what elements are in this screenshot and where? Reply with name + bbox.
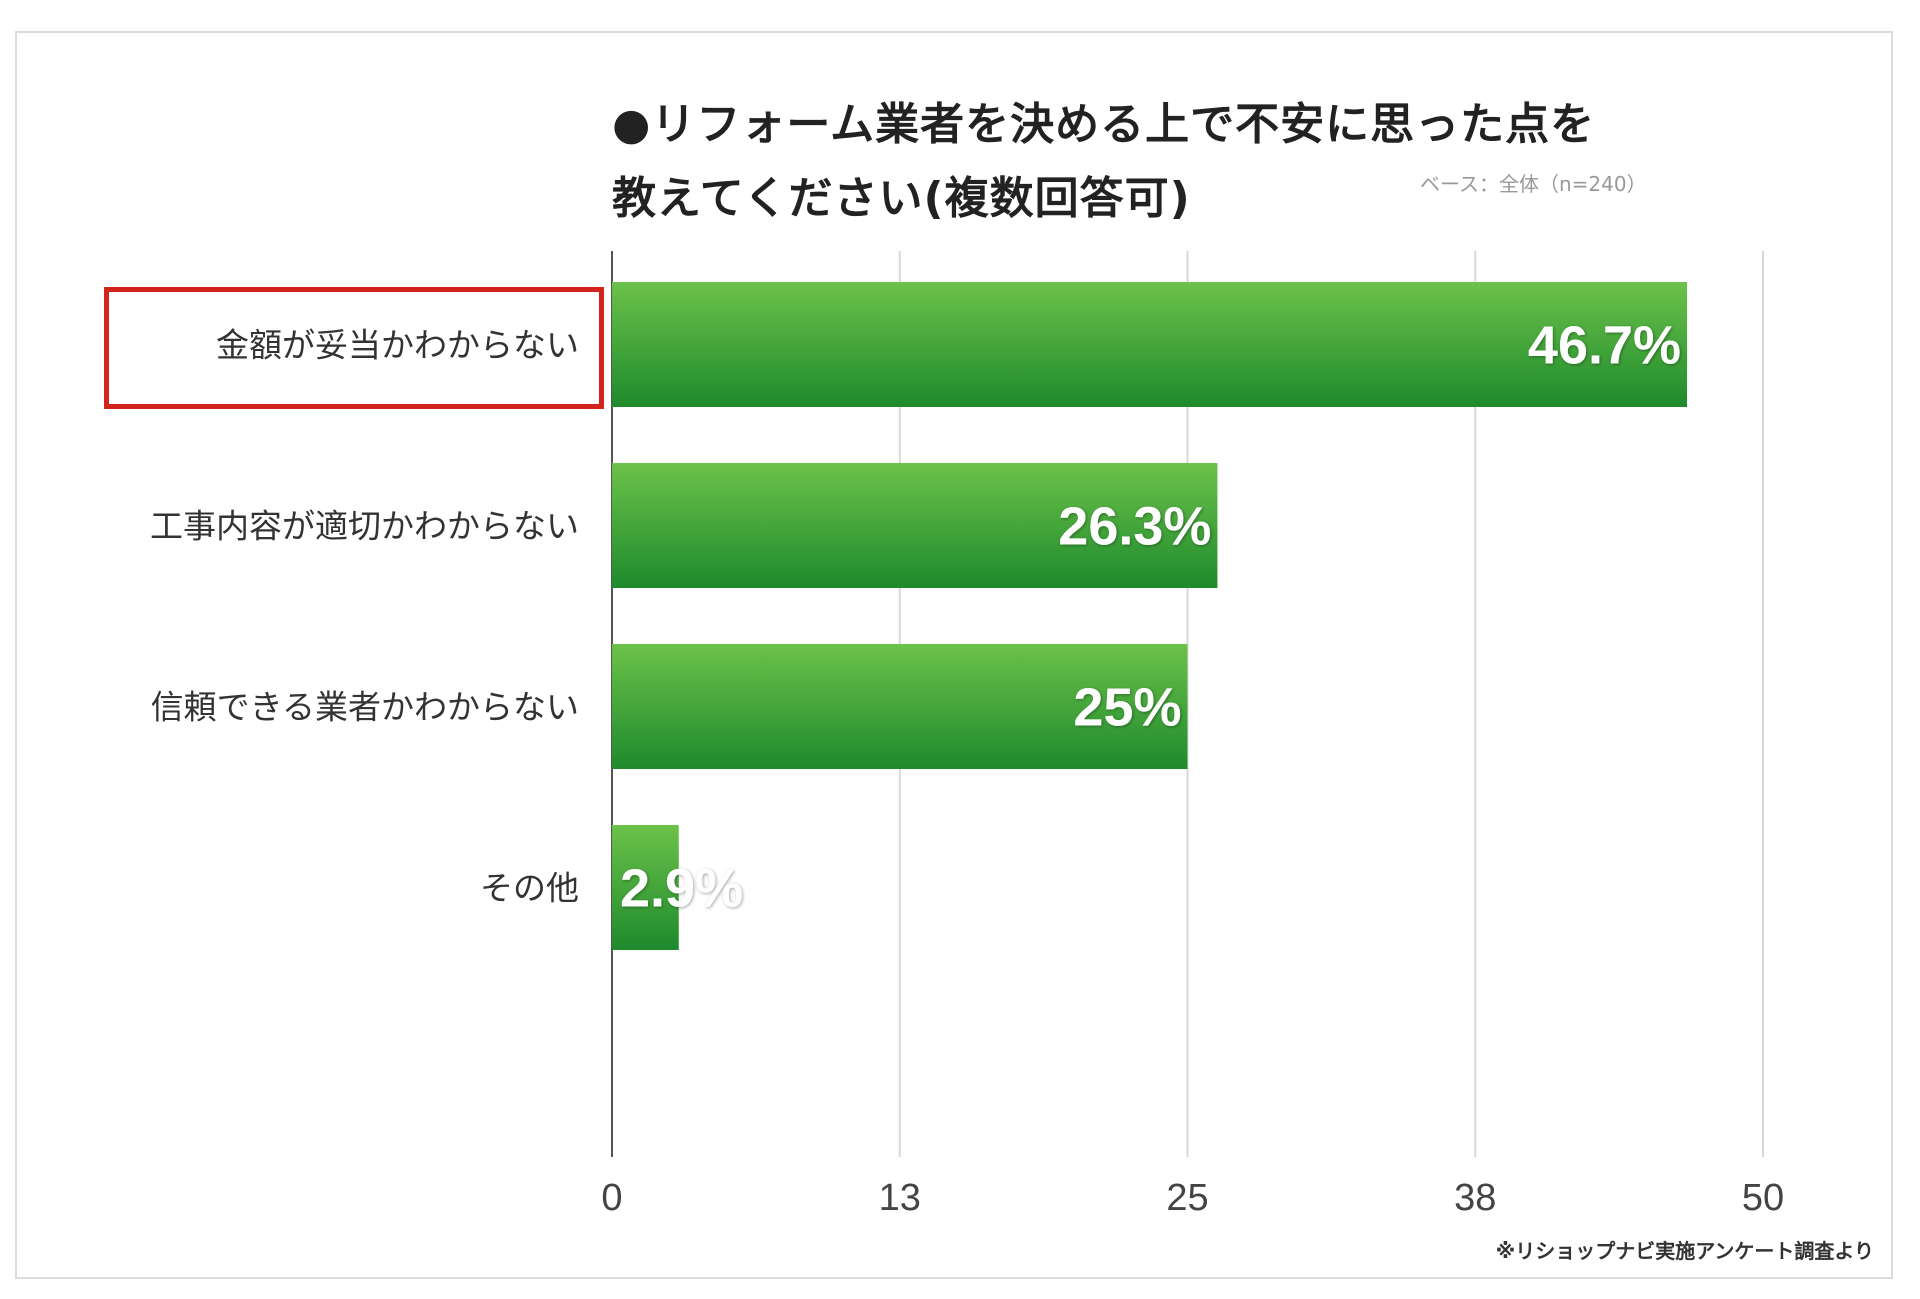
data-label: 25% <box>1073 678 1181 738</box>
chart-subtitle: ベース：全体（n=240） <box>1420 172 1647 196</box>
category-label: 工事内容が適切かわからない <box>150 507 579 546</box>
chart-title-line-1: ●リフォーム業者を決める上で不安に思った点を <box>612 99 1596 150</box>
category-label: その他 <box>480 869 579 908</box>
chart-frame <box>15 31 1893 1279</box>
chart-title-line-2: 教えてください(複数回答可) <box>612 173 1191 224</box>
x-tick-label: 50 <box>1742 1177 1784 1219</box>
bar-4 <box>612 825 679 950</box>
x-tick-label: 38 <box>1454 1177 1496 1219</box>
x-tick-label: 13 <box>879 1177 921 1219</box>
category-label: 金額が妥当かわからない <box>216 326 579 365</box>
x-tick-label: 0 <box>601 1177 622 1219</box>
x-tick-label: 25 <box>1166 1177 1208 1219</box>
bar-1 <box>612 282 1688 407</box>
bar-2 <box>612 463 1218 588</box>
footnote: ※リショップナビ実施アンケート調査より <box>1495 1239 1874 1263</box>
bar-3 <box>612 644 1188 769</box>
data-label: 26.3% <box>1058 497 1211 557</box>
category-label: 信頼できる業者かわからない <box>151 688 579 727</box>
data-label: 2.9% <box>620 859 743 919</box>
data-label: 46.7% <box>1528 316 1681 376</box>
highlight-box <box>104 287 604 409</box>
